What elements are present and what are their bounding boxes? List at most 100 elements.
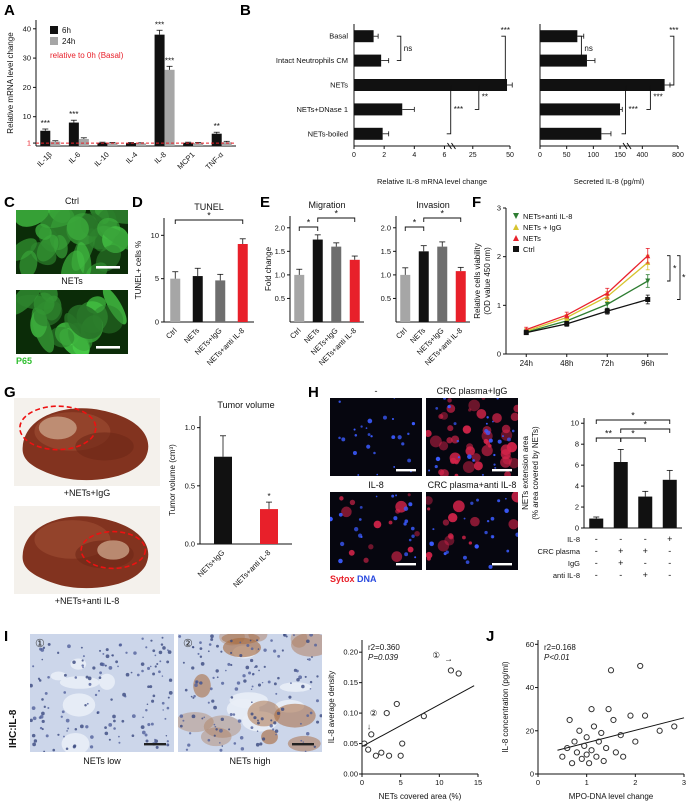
svg-text:-: - (668, 558, 671, 568)
svg-text:NETs+DNase 1: NETs+DNase 1 (297, 105, 348, 114)
svg-text:Fold change: Fold change (264, 246, 273, 291)
panel-g-letter: G (4, 384, 16, 401)
nets-image-label: NETs (61, 276, 83, 286)
svg-text:relative to 0h (Basal): relative to 0h (Basal) (50, 51, 124, 60)
svg-text:-: - (595, 546, 598, 556)
fluorescence-image-nets (16, 290, 128, 354)
svg-text:①: ① (432, 650, 440, 660)
panel-j-scatter-chart: 0 1 2 3 0 20 40 60 MPO-DNA level change IL-8 conc… (501, 640, 686, 801)
svg-text:1.0: 1.0 (275, 270, 285, 279)
svg-text:Migration: Migration (308, 200, 345, 210)
svg-text:*: * (207, 211, 211, 221)
svg-text:Basal: Basal (329, 32, 348, 41)
nets-extension-image-crc-anti-il8 (426, 492, 518, 570)
svg-text:40: 40 (23, 24, 31, 33)
svg-text:NETs+IgG: NETs+IgG (196, 548, 227, 579)
svg-text:8: 8 (575, 440, 579, 449)
svg-text:50: 50 (506, 152, 514, 159)
svg-text:96h: 96h (641, 359, 654, 368)
svg-text:24h: 24h (62, 37, 75, 46)
svg-text:P=0.039: P=0.039 (368, 653, 399, 662)
svg-text:*: * (631, 411, 635, 421)
svg-text:2.0: 2.0 (275, 223, 285, 232)
svg-text:0: 0 (360, 778, 364, 787)
panel-g: G +NETs+IgG +NETs+anti IL-8 0.0 0.5 1.0 Tum… (4, 384, 304, 624)
svg-text:r2=0.168: r2=0.168 (544, 643, 576, 652)
svg-text:2: 2 (575, 503, 579, 512)
svg-text:-: - (595, 534, 598, 544)
sytox-label: Sytox (330, 574, 355, 584)
svg-text:Ctrl: Ctrl (394, 326, 409, 341)
svg-text:IL-8 average density: IL-8 average density (327, 671, 336, 744)
svg-text:40: 40 (526, 683, 534, 692)
panel-d-letter: D (132, 194, 143, 211)
svg-text:0.5: 0.5 (275, 294, 285, 303)
svg-text:150: 150 (614, 152, 626, 159)
panel-b-secreted-hbar-chart: 0 50 100 150 400 800 Secreted IL-8 (pg/ml) ns **… (538, 24, 684, 186)
svg-text:0.15: 0.15 (343, 678, 358, 687)
svg-text:+: + (618, 558, 623, 568)
svg-text:24h: 24h (520, 359, 533, 368)
panel-f-viability-line-chart: 0 1 2 3 24h 48h 72h 96h Relative cells viability… (473, 204, 686, 369)
svg-text:1.5: 1.5 (275, 247, 285, 256)
circled-2: ② (183, 638, 193, 650)
svg-text:(% area covered by NETs): (% area covered by NETs) (531, 426, 540, 520)
svg-text:50: 50 (563, 152, 571, 159)
panel-e-letter: E (260, 194, 271, 211)
svg-text:0: 0 (530, 770, 534, 779)
svg-text:10: 10 (435, 778, 443, 787)
svg-text:Relative mRNA level change: Relative mRNA level change (6, 32, 15, 134)
svg-text:1.0: 1.0 (381, 270, 391, 279)
svg-text:60: 60 (526, 640, 534, 649)
svg-text:72h: 72h (601, 359, 614, 368)
svg-text:*: * (267, 492, 270, 501)
svg-text:-: - (595, 570, 598, 580)
svg-text:10: 10 (23, 112, 31, 121)
svg-text:+: + (667, 534, 672, 544)
svg-text:Secreted IL-8 (pg/ml): Secreted IL-8 (pg/ml) (574, 177, 645, 186)
svg-text:0: 0 (352, 152, 356, 159)
svg-text:1: 1 (27, 139, 31, 148)
svg-text:-: - (644, 534, 647, 544)
panel-h-nets-extension-bar-chart: 0 2 4 6 8 10 NETs extension area (% area covere… (522, 411, 682, 580)
svg-text:-: - (619, 534, 622, 544)
p65-stain-label: P65 (16, 356, 33, 366)
dna-label: DNA (357, 574, 377, 584)
svg-text:***: *** (155, 20, 164, 29)
svg-text:*: * (673, 263, 677, 273)
svg-text:***: *** (454, 105, 463, 114)
svg-text:***: *** (41, 119, 50, 128)
svg-text:-: - (619, 570, 622, 580)
svg-text:IL-8 concentration (pg/ml): IL-8 concentration (pg/ml) (501, 661, 510, 752)
panel-a-bar-chart: 1 10 20 30 40 Relative mRNA level change IL-1β… (6, 20, 236, 172)
svg-text:1.0: 1.0 (185, 423, 195, 432)
liver1-label: +NETs+IgG (63, 488, 111, 498)
svg-text:TUNEL: TUNEL (194, 202, 224, 212)
svg-text:*: * (440, 209, 444, 219)
svg-text:NETs: NETs (330, 81, 348, 90)
svg-text:Tumor volume: Tumor volume (217, 400, 274, 410)
svg-text:Invasion: Invasion (416, 200, 450, 210)
ihc-image-nets-low (30, 634, 174, 752)
stain-legend: Sytox DNA (330, 574, 377, 584)
panel-c: C Ctrl NETs P65 (4, 194, 128, 380)
panel-g-tumor-volume-bar-chart: 0.0 0.5 1.0 Tumor volume (cm³) Tumor volume N… (168, 400, 292, 589)
svg-text:Intact Neutrophils CM: Intact Neutrophils CM (276, 56, 348, 65)
svg-text:IL-10: IL-10 (92, 150, 110, 168)
svg-text:-: - (668, 570, 671, 580)
svg-text:10: 10 (151, 231, 159, 240)
svg-text:3: 3 (497, 204, 501, 213)
panel-j: J 0 1 2 3 0 20 40 60 MPO-DNA level change IL-8 co… (486, 628, 694, 802)
liver2-label: +NETs+anti IL-8 (54, 596, 120, 606)
svg-text:0.5: 0.5 (381, 294, 391, 303)
svg-text:r2=0.360: r2=0.360 (368, 643, 400, 652)
svg-text:NETs + IgG: NETs + IgG (523, 223, 562, 232)
h-img2-label: CRC plasma+IgG (436, 386, 508, 396)
h-img4-label: CRC plasma+anti IL-8 (427, 480, 517, 490)
svg-text:0: 0 (536, 778, 540, 787)
svg-text:6: 6 (443, 152, 447, 159)
svg-text:***: *** (629, 105, 638, 114)
svg-text:100: 100 (588, 152, 600, 159)
svg-text:MPO-DNA level change: MPO-DNA level change (569, 792, 654, 801)
